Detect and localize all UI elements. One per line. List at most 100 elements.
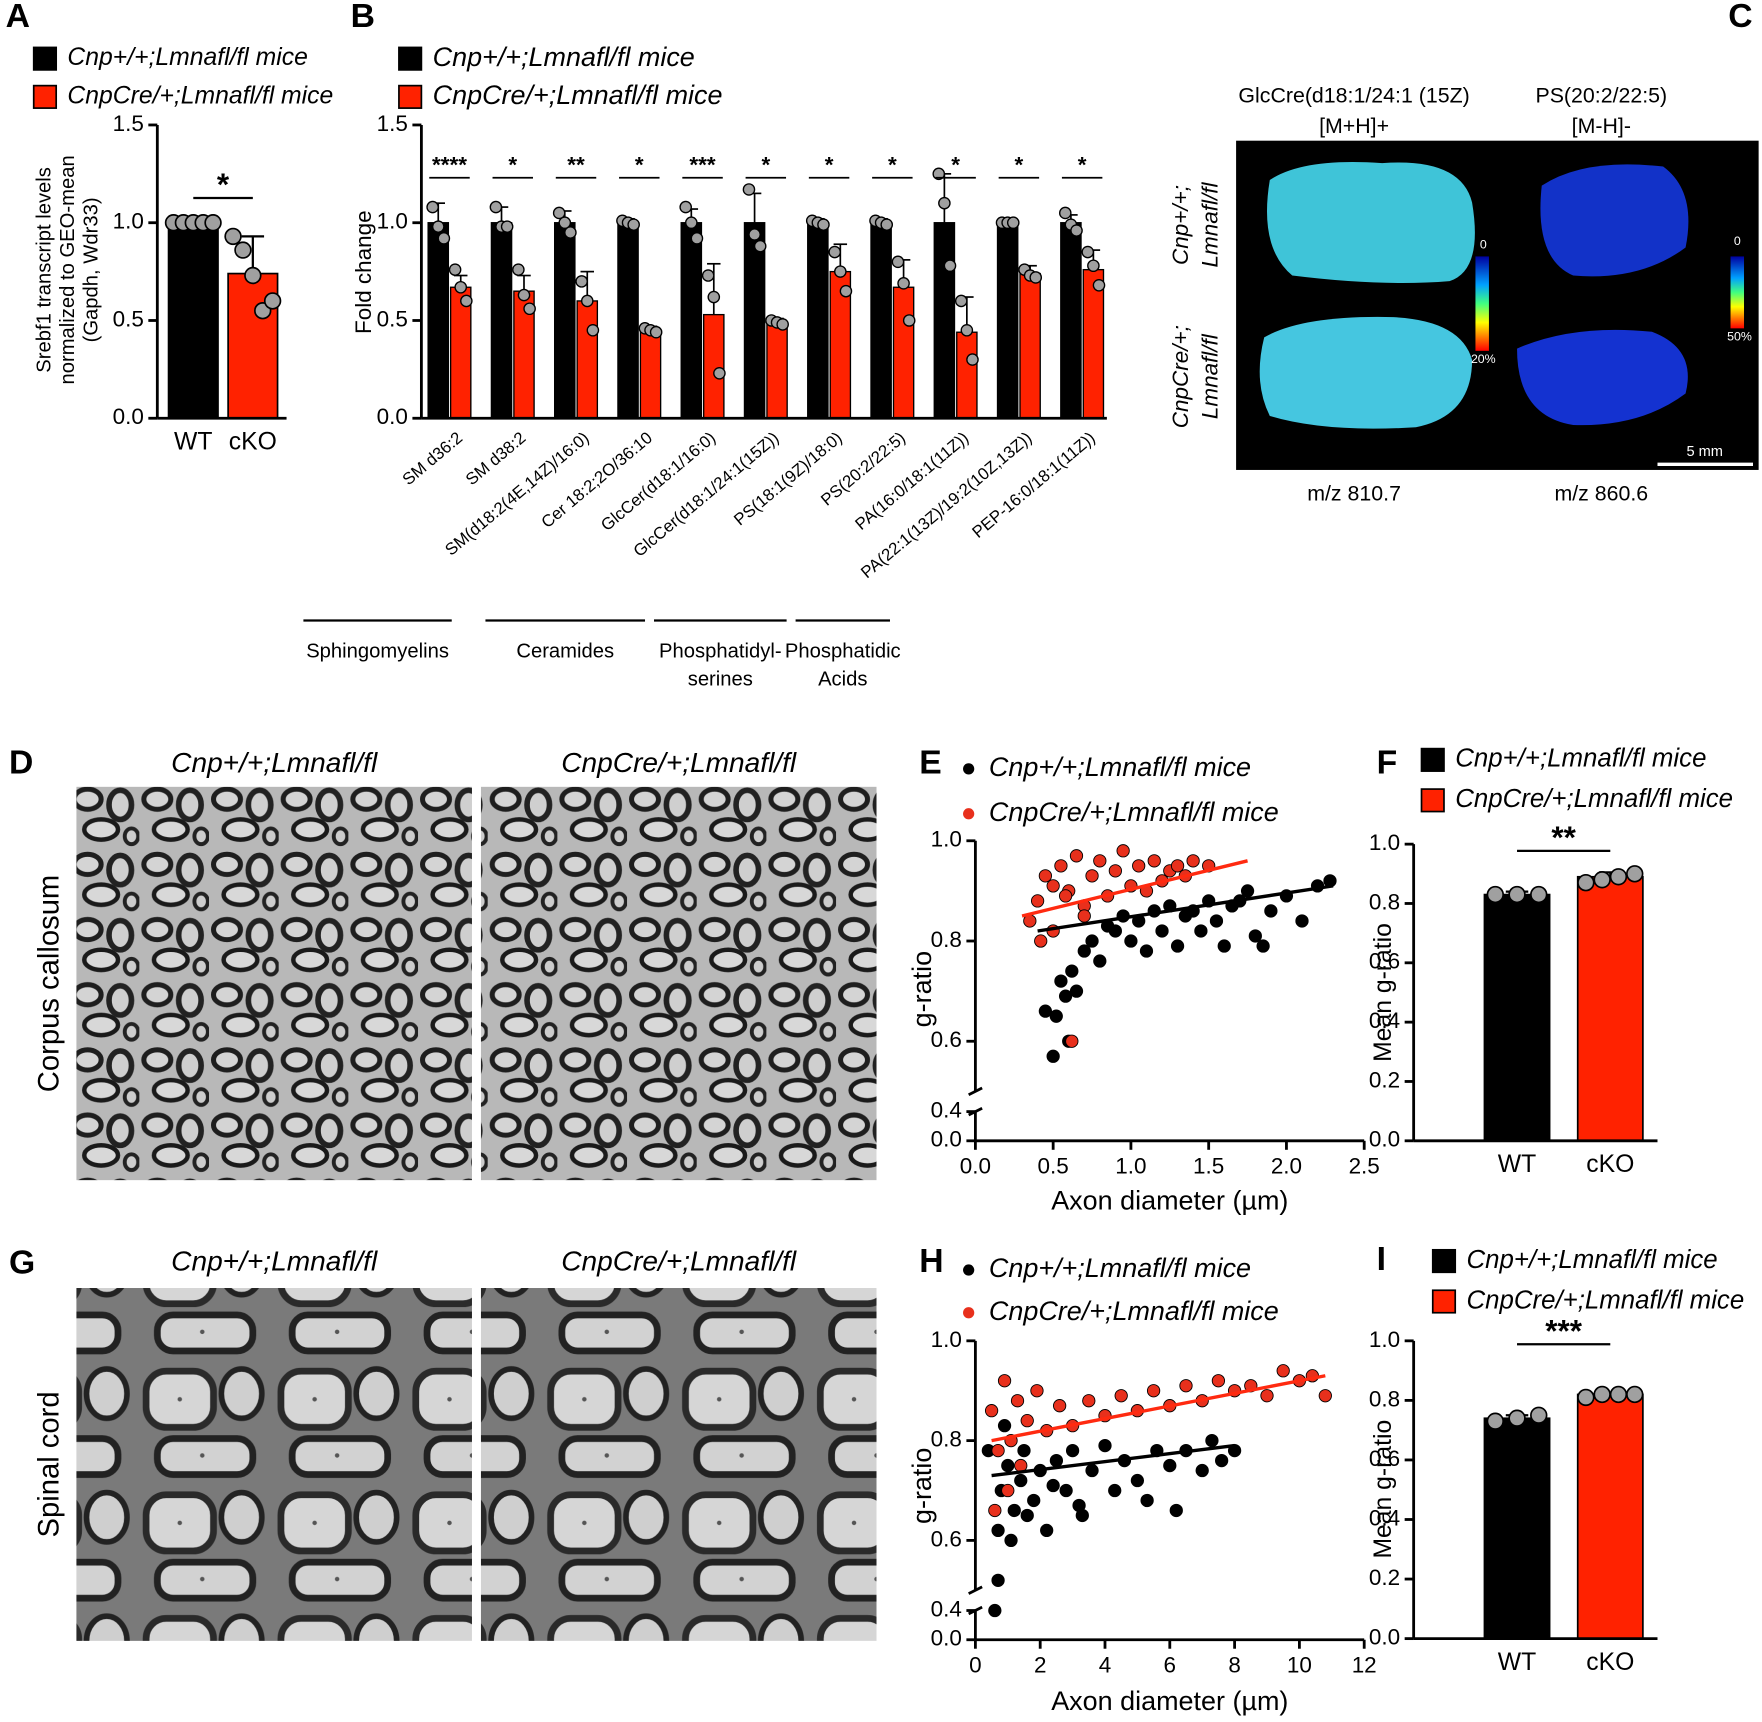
- data-point: [1147, 854, 1161, 868]
- y-tick-label: 0.5: [113, 306, 144, 331]
- bar: [1483, 1417, 1551, 1640]
- x-tick-label: cKO: [1586, 1151, 1634, 1178]
- group-label: serines: [688, 668, 753, 690]
- micrograph: [76, 1288, 472, 1641]
- bar: [1060, 222, 1082, 419]
- data-point: [1318, 1389, 1332, 1403]
- data-point: [454, 280, 468, 294]
- data-point: [1059, 1483, 1073, 1498]
- msi-section: [1540, 164, 1689, 277]
- x-tick-label: cKO: [1586, 1649, 1634, 1676]
- data-point: [1626, 1385, 1644, 1404]
- data-point: [1116, 844, 1130, 858]
- data-point: [1205, 1433, 1219, 1448]
- x-tick-label: 0.0: [960, 1154, 991, 1179]
- data-point: [988, 1603, 1002, 1618]
- data-point: [1058, 206, 1072, 220]
- group-label: Acids: [818, 668, 867, 690]
- bar: [1576, 875, 1644, 1142]
- y-axis-label: Fold change: [351, 210, 376, 334]
- bar: [427, 222, 450, 419]
- group-label: Ceramides: [516, 640, 614, 662]
- data-point: [1486, 1412, 1505, 1430]
- row-label: Lmnafl/fl: [1197, 182, 1222, 268]
- color-bar: [1475, 256, 1489, 351]
- legend-label: Cnp+/+;Lmnafl/fl mice: [433, 42, 695, 72]
- data-point: [1108, 1483, 1122, 1498]
- data-point: [1114, 1389, 1128, 1403]
- scale-bar-label: 5 mm: [1686, 444, 1722, 460]
- significance: **: [567, 152, 585, 177]
- data-point: [1508, 885, 1526, 904]
- axis-break: [968, 1585, 983, 1595]
- x-tick-label: 12: [1352, 1653, 1377, 1678]
- region-label: Corpus callosum: [33, 875, 65, 1092]
- significance: *: [825, 152, 834, 177]
- y-tick-label: 0.0: [931, 1626, 962, 1651]
- bar: [1019, 272, 1041, 419]
- data-point: [1065, 964, 1079, 978]
- y-tick-label: 0.8: [931, 1427, 962, 1452]
- column-title: PS(20:2/22:5): [1535, 84, 1667, 108]
- panel-letter: D: [9, 743, 33, 781]
- data-point: [1038, 1004, 1053, 1018]
- data-point: [1486, 885, 1505, 904]
- row-label: CnpCre/+;: [1168, 325, 1193, 428]
- column-title: [M-H]-: [1572, 114, 1631, 138]
- data-point: [523, 302, 536, 316]
- data-point: [1070, 224, 1083, 237]
- data-point: [1007, 1503, 1021, 1518]
- data-point: [1085, 1463, 1099, 1478]
- fit-line: [991, 1374, 1326, 1443]
- data-point: [448, 263, 462, 276]
- data-point: [880, 218, 894, 231]
- data-point: [580, 294, 594, 308]
- legend-swatch: [398, 46, 423, 71]
- y-tick-label: 0.4: [931, 1098, 962, 1123]
- y-axis-label: (Gapdh, Wdr33): [80, 197, 102, 342]
- legend-label: Cnp+/+;Lmnafl/fl mice: [989, 1253, 1251, 1283]
- msi-section: [1266, 162, 1475, 284]
- row-label: Lmnafl/fl: [1197, 333, 1222, 419]
- y-tick-label: 0.0: [377, 404, 408, 429]
- data-point: [966, 353, 979, 366]
- data-point: [954, 294, 968, 308]
- mz-label: m/z 810.7: [1307, 481, 1401, 505]
- data-point: [627, 218, 640, 231]
- data-point: [1215, 1453, 1229, 1468]
- data-point: [1093, 954, 1107, 968]
- data-point: [517, 288, 531, 302]
- data-point: [988, 1503, 1002, 1518]
- data-point: [558, 216, 572, 230]
- color-bar-label: 20%: [1471, 352, 1496, 366]
- bar: [490, 222, 513, 419]
- y-tick-label: 0.6: [931, 1526, 962, 1551]
- data-point: [932, 167, 946, 181]
- bar: [1082, 268, 1105, 419]
- data-point: [431, 220, 445, 233]
- data-point: [1046, 1049, 1060, 1063]
- data-point: [1034, 934, 1048, 948]
- data-point: [1194, 924, 1208, 938]
- legend-label: Cnp+/+;Lmnafl/fl mice: [989, 752, 1251, 782]
- x-tick-label: 1.0: [1115, 1154, 1146, 1179]
- color-bar-label: 0: [1480, 237, 1487, 251]
- y-tick-label: 0.8: [1369, 889, 1400, 914]
- significance: *: [508, 152, 517, 177]
- data-point: [943, 259, 957, 273]
- data-point: [1085, 934, 1099, 948]
- data-point: [1020, 1414, 1034, 1428]
- y-tick-label: 0.6: [1369, 949, 1400, 974]
- data-point: [753, 239, 767, 253]
- data-point: [1146, 1384, 1161, 1398]
- micrograph: [480, 786, 877, 1181]
- bar: [553, 222, 576, 419]
- data-point: [1058, 889, 1073, 903]
- data-point: [1276, 1364, 1290, 1378]
- x-tick-label: 1.5: [1193, 1154, 1224, 1179]
- data-point: [586, 323, 600, 337]
- legend-swatch: [1420, 747, 1445, 772]
- significance: *: [217, 167, 230, 202]
- group-label: Phosphatidic: [785, 640, 901, 662]
